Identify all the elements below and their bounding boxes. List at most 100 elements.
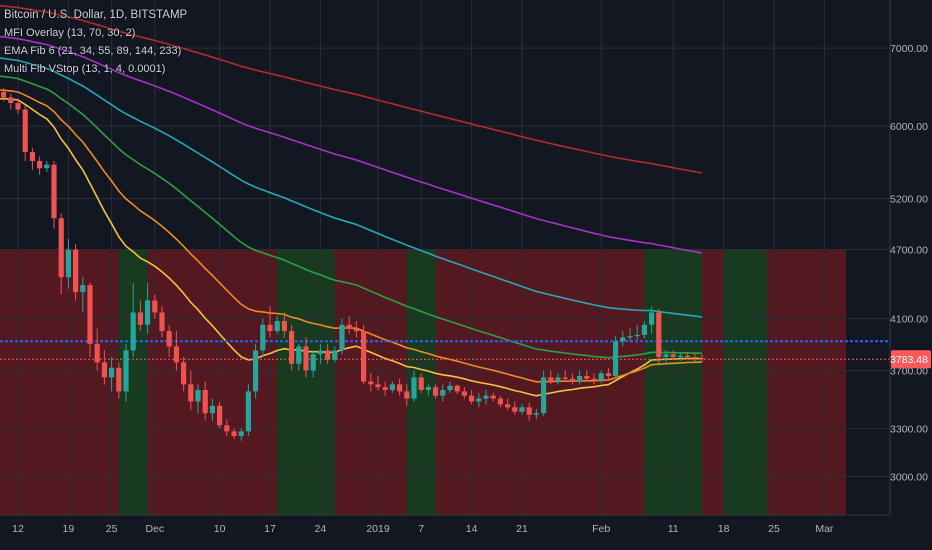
candle-body	[656, 312, 662, 358]
candle-body	[116, 367, 122, 392]
candle-body	[310, 354, 316, 371]
candle-body	[296, 346, 302, 364]
candle-body	[382, 387, 388, 390]
candle-body	[411, 377, 417, 399]
candle-body	[469, 395, 475, 402]
candle-body	[202, 389, 208, 414]
indicator-multi-fib-vstop[interactable]: Multi Fib VStop (13, 1, 4, 0.0001)	[4, 63, 166, 75]
x-tick-label: 14	[466, 523, 478, 535]
candle-body	[620, 337, 626, 342]
candle-body	[440, 389, 446, 396]
candle-body	[634, 334, 640, 337]
candle-body	[389, 384, 395, 390]
candle-body	[339, 324, 345, 351]
x-tick-label: 7	[418, 523, 424, 535]
candle-body	[188, 384, 194, 402]
candle-body	[699, 358, 705, 360]
mfi-zones	[0, 250, 846, 515]
current-price-badge	[891, 350, 931, 369]
ema-89-line	[0, 57, 703, 318]
candle-body	[51, 164, 57, 219]
candle-body	[137, 312, 143, 325]
candle-body	[1, 91, 7, 98]
candle-body	[541, 377, 547, 414]
candle-body	[8, 97, 14, 104]
candle-body	[677, 355, 683, 358]
ema-55-line	[0, 75, 703, 359]
ema-233-line	[0, 4, 703, 174]
candle-body	[361, 331, 367, 382]
candle-body	[397, 384, 403, 392]
candle-body	[649, 312, 655, 325]
ema-144-line	[0, 35, 703, 254]
candle-body	[87, 285, 93, 344]
candle-body	[181, 362, 187, 385]
price-axis	[890, 0, 932, 550]
candle-body	[483, 395, 489, 399]
candle-body	[303, 346, 309, 371]
candle-body	[692, 357, 698, 359]
candle-body	[80, 285, 86, 293]
candle-body	[404, 391, 410, 399]
candle-body	[461, 391, 467, 396]
candle-body	[101, 362, 107, 378]
x-tick-label: 17	[264, 523, 276, 535]
candle-body	[497, 398, 503, 405]
candle-body	[670, 354, 676, 358]
candle-body	[425, 387, 431, 390]
candle-body	[598, 373, 604, 381]
candle-body	[548, 377, 554, 382]
candle-body	[605, 373, 611, 376]
x-tick-label: Feb	[592, 523, 610, 535]
indicator-mfi-overlay[interactable]: MFI Overlay (13, 70, 30, 2)	[4, 27, 136, 39]
candle-body	[195, 389, 201, 402]
candle-body	[368, 381, 374, 385]
candle-body	[217, 405, 223, 426]
y-tick-label: 3700.00	[890, 365, 928, 377]
candle-body	[325, 350, 331, 360]
candle-body	[526, 407, 532, 415]
time-axis	[0, 515, 932, 550]
x-tick-label: 24	[315, 523, 327, 535]
indicator-ema-fib[interactable]: EMA Fib 6 (21, 34, 55, 89, 144, 233)	[4, 45, 182, 57]
candle-body	[159, 312, 165, 332]
candle-body	[613, 341, 619, 376]
candles	[1, 87, 705, 441]
candle-body	[238, 431, 244, 437]
candle-body	[591, 378, 597, 381]
y-tick-label: 5200.00	[890, 193, 928, 205]
x-tick-label: 21	[516, 523, 528, 535]
candle-body	[130, 312, 136, 351]
candle-body	[569, 378, 575, 382]
y-tick-label: 3300.00	[890, 423, 928, 435]
candle-body	[505, 404, 511, 408]
candle-body	[73, 249, 79, 293]
x-tick-label: 19	[63, 523, 75, 535]
candle-body	[166, 331, 172, 347]
x-tick-label: 25	[106, 523, 118, 535]
y-tick-label: 3000.00	[890, 471, 928, 483]
candle-body	[281, 321, 287, 332]
candle-body	[245, 391, 251, 432]
y-tick-label: 6000.00	[890, 121, 928, 133]
x-tick-label: 10	[214, 523, 226, 535]
candle-body	[260, 324, 266, 351]
candle-body	[512, 407, 518, 412]
candle-body	[94, 343, 100, 363]
candle-body	[15, 103, 21, 110]
candle-body	[685, 355, 691, 358]
candle-body	[627, 336, 633, 338]
candle-body	[317, 350, 323, 355]
candle-body	[433, 387, 439, 396]
candle-body	[231, 431, 237, 437]
candle-body	[584, 375, 590, 379]
x-tick-label: Mar	[815, 523, 834, 535]
candle-body	[109, 367, 115, 378]
y-tick-label: 4700.00	[890, 245, 928, 257]
y-tick-label: 7000.00	[890, 43, 928, 55]
candle-body	[375, 384, 381, 388]
candle-body	[145, 300, 151, 325]
symbol-title[interactable]: Bitcoin / U.S. Dollar, 1D, BITSTAMP	[4, 9, 188, 21]
x-tick-label: 2019	[366, 523, 390, 535]
